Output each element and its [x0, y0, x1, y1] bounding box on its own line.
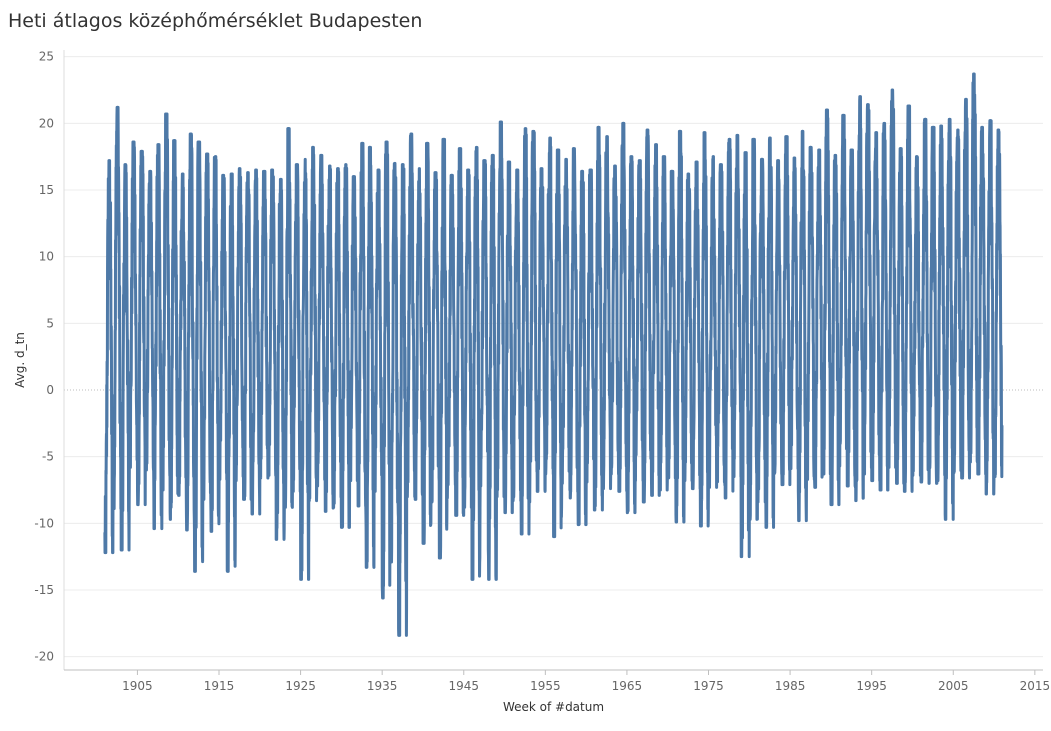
- y-tick-label: 25: [39, 50, 54, 64]
- x-tick-label: 1975: [693, 679, 724, 693]
- y-tick-label: 15: [39, 183, 54, 197]
- temperature-series-line: [103, 72, 1004, 637]
- x-tick-labels: 1905 1915 1925 1935 1945 1955 1965 1975 1985 1995…: [122, 670, 1050, 693]
- y-tick-labels: 25 20 15 10 5 0 -5 -10 -15 -20: [34, 50, 54, 664]
- x-tick-label: 2015: [1020, 679, 1051, 693]
- x-tick-label: 1955: [530, 679, 561, 693]
- chart-title: Heti átlagos középhőmérséklet Budapesten: [8, 10, 423, 32]
- series-layer: [103, 72, 1004, 637]
- y-tick-label: 20: [39, 116, 54, 130]
- y-tick-label: -20: [34, 650, 54, 664]
- x-tick-label: 1925: [285, 679, 316, 693]
- y-tick-label: 10: [39, 250, 54, 264]
- y-tick-label: 0: [46, 383, 54, 397]
- x-tick-label: 1905: [122, 679, 153, 693]
- x-tick-label: 1945: [448, 679, 479, 693]
- x-tick-label: 1985: [775, 679, 806, 693]
- x-tick-label: 1965: [612, 679, 643, 693]
- y-tick-label: -5: [42, 450, 54, 464]
- y-tick-label: -10: [34, 516, 54, 530]
- x-tick-label: 1915: [204, 679, 235, 693]
- x-axis-title: Week of #datum: [503, 700, 604, 714]
- x-tick-label: 1935: [367, 679, 398, 693]
- y-axis-title: Avg. d_tn: [13, 332, 27, 388]
- y-tick-label: 5: [46, 316, 54, 330]
- x-tick-label: 2005: [938, 679, 969, 693]
- axes: [63, 50, 1043, 671]
- y-tick-label: -15: [34, 583, 54, 597]
- x-tick-label: 1995: [856, 679, 887, 693]
